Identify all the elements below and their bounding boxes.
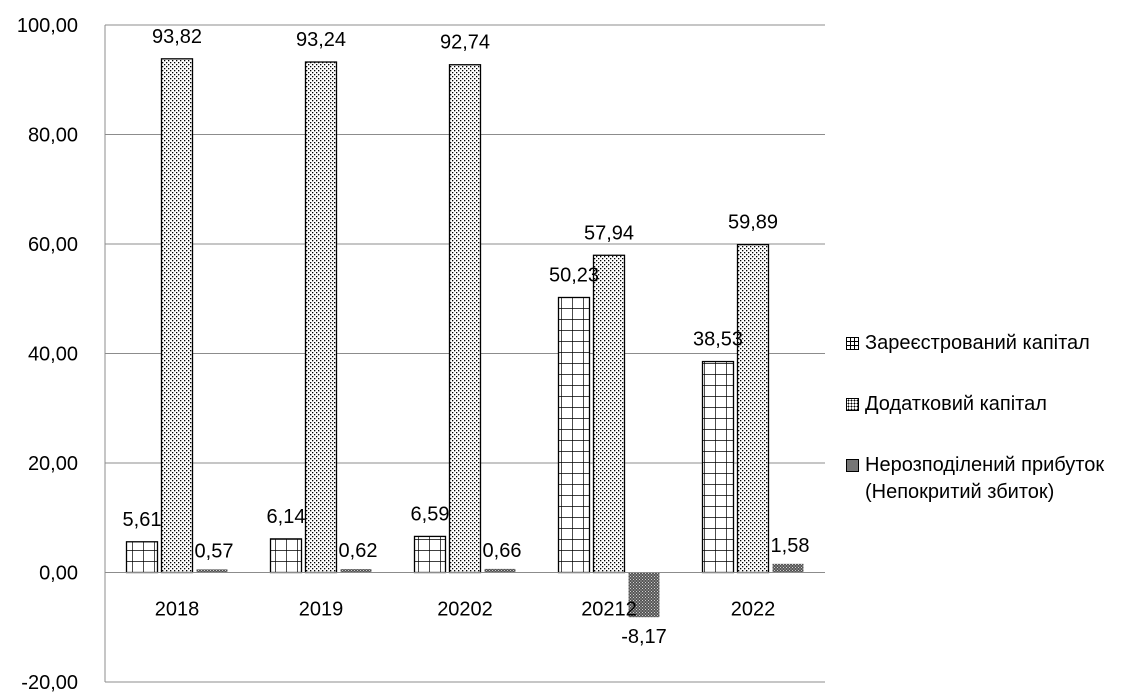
- data-label: 57,94: [584, 222, 634, 244]
- grid-pattern-swatch-icon: [846, 337, 859, 350]
- bar-dense: [628, 572, 660, 618]
- data-label: 59,89: [728, 212, 778, 234]
- bar-dots: [592, 254, 626, 574]
- data-label: 93,82: [152, 26, 202, 48]
- y-tick-label: 20,00: [28, 453, 78, 475]
- x-tick-label: 20202: [437, 599, 493, 621]
- legend-label: Додатковий капітал: [865, 393, 1047, 415]
- legend-item-additional-capital: Додатковий капітал: [846, 391, 1136, 418]
- data-label: 5,61: [123, 509, 162, 531]
- data-label: 6,59: [411, 503, 450, 525]
- bar-dense: [340, 569, 372, 573]
- y-tick-label: 0,00: [39, 563, 78, 585]
- data-label: 38,53: [693, 329, 743, 351]
- bar-dense: [772, 563, 804, 573]
- y-tick-label: 100,00: [17, 15, 78, 37]
- bar-grid: [269, 538, 303, 574]
- legend-label: Зареєстрований капітал: [865, 332, 1090, 354]
- data-label: 93,24: [296, 29, 346, 51]
- bar-grid: [125, 541, 159, 574]
- x-tick-label: 2022: [731, 599, 776, 621]
- data-label: 0,66: [483, 540, 522, 562]
- data-label: -8,17: [621, 626, 667, 648]
- legend-item-retained-earnings: Нерозподілений прибуток (Непокритий збит…: [846, 452, 1136, 506]
- x-tick-label: 20212: [581, 599, 637, 621]
- bar-dots: [160, 58, 194, 574]
- x-tick-label: 2018: [155, 599, 200, 621]
- data-label: 0,57: [195, 540, 234, 562]
- data-label: 0,62: [339, 540, 378, 562]
- bar-dense: [484, 568, 516, 573]
- bar-dots: [736, 243, 770, 574]
- bar-grid: [413, 535, 447, 574]
- bar-dense: [196, 569, 228, 573]
- data-label: 6,14: [267, 506, 306, 528]
- legend-item-registered-capital: Зареєстрований капітал: [846, 330, 1136, 357]
- data-label: 92,74: [440, 32, 490, 54]
- bar-grid: [701, 360, 735, 574]
- bar-dots: [304, 61, 338, 574]
- data-label: 50,23: [549, 264, 599, 286]
- bar-dots: [448, 64, 482, 574]
- legend: Зареєстрований капітал Додатковий капіта…: [846, 330, 1136, 540]
- dot-pattern-swatch-icon: [846, 398, 859, 411]
- y-tick-label: 80,00: [28, 125, 78, 147]
- y-tick-label: -20,00: [21, 672, 78, 693]
- dense-pattern-swatch-icon: [846, 459, 859, 472]
- y-tick-label: 40,00: [28, 344, 78, 366]
- bar-grid: [557, 296, 591, 574]
- legend-label: Нерозподілений прибуток (Непокритий збит…: [865, 454, 1105, 503]
- data-label: 1,58: [771, 535, 810, 557]
- y-tick-label: 60,00: [28, 234, 78, 256]
- x-tick-label: 2019: [299, 599, 344, 621]
